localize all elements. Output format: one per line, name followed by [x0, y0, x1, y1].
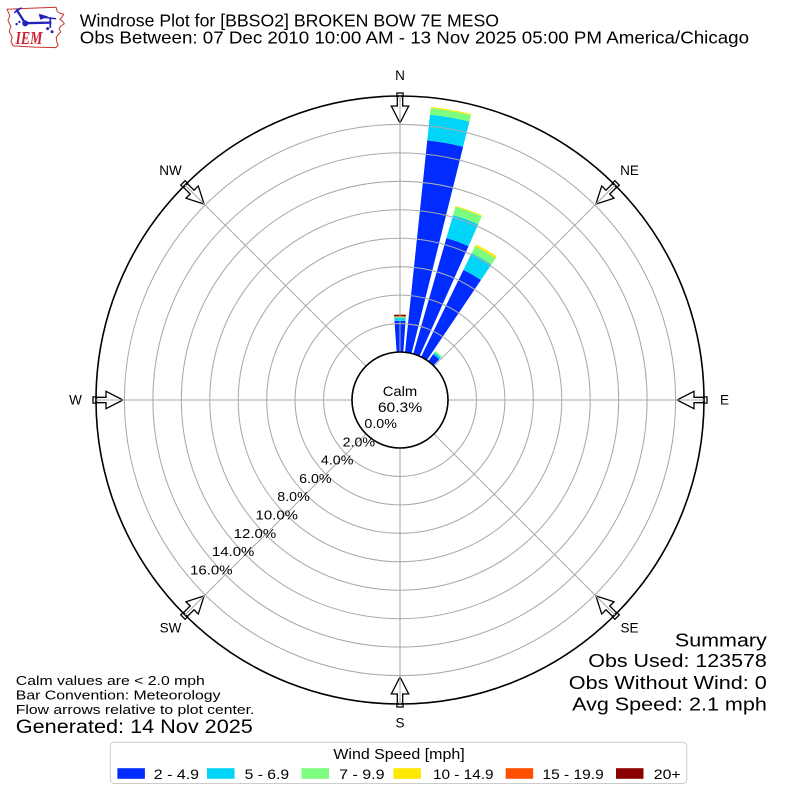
svg-text:10 - 14.9: 10 - 14.9	[433, 766, 494, 782]
svg-text:15 - 19.9: 15 - 19.9	[543, 766, 604, 782]
svg-text:Generated: 14 Nov 2025: Generated: 14 Nov 2025	[16, 717, 253, 738]
svg-text:Wind Speed [mph]: Wind Speed [mph]	[333, 747, 464, 763]
svg-text:Calm values are < 2.0 mph: Calm values are < 2.0 mph	[16, 673, 205, 688]
svg-text:2 - 4.9: 2 - 4.9	[154, 766, 199, 782]
svg-text:Bar Convention: Meteorology: Bar Convention: Meteorology	[16, 688, 221, 703]
svg-text:60.3%: 60.3%	[378, 399, 422, 415]
svg-text:W: W	[69, 393, 82, 408]
svg-text:Obs Between: 07 Dec 2010 10:00: Obs Between: 07 Dec 2010 10:00 AM - 13 N…	[80, 28, 749, 48]
svg-text:0.0%: 0.0%	[364, 416, 397, 431]
svg-text:Obs Without Wind: 0: Obs Without Wind: 0	[569, 672, 767, 693]
svg-text:7 - 9.9: 7 - 9.9	[339, 766, 385, 782]
svg-text:20+: 20+	[654, 766, 681, 782]
svg-text:SE: SE	[620, 621, 638, 636]
svg-text:Windrose Plot for [BBSO2] BROK: Windrose Plot for [BBSO2] BROKEN BOW 7E …	[80, 10, 499, 30]
svg-text:Avg Speed: 2.1 mph: Avg Speed: 2.1 mph	[572, 693, 767, 714]
svg-text:2.0%: 2.0%	[343, 434, 376, 449]
svg-text:N: N	[395, 68, 405, 83]
svg-text:S: S	[395, 716, 404, 731]
svg-text:14.0%: 14.0%	[212, 544, 255, 559]
svg-text:12.0%: 12.0%	[234, 526, 277, 541]
svg-text:10.0%: 10.0%	[256, 508, 299, 523]
svg-text:4.0%: 4.0%	[321, 453, 354, 468]
svg-text:Obs Used: 123578: Obs Used: 123578	[588, 650, 767, 671]
svg-text:NW: NW	[159, 163, 182, 178]
svg-text:NE: NE	[620, 163, 639, 178]
svg-text:E: E	[720, 393, 729, 408]
svg-text:Flow arrows relative to plot c: Flow arrows relative to plot center.	[16, 702, 255, 717]
svg-text:6.0%: 6.0%	[299, 471, 332, 486]
svg-text:16.0%: 16.0%	[190, 562, 233, 577]
svg-text:SW: SW	[160, 621, 182, 636]
svg-text:8.0%: 8.0%	[277, 489, 310, 504]
svg-text:5 - 6.9: 5 - 6.9	[245, 766, 290, 782]
svg-text:Summary: Summary	[675, 630, 768, 651]
svg-text:IEM: IEM	[15, 28, 44, 48]
svg-text:Calm: Calm	[383, 383, 418, 399]
